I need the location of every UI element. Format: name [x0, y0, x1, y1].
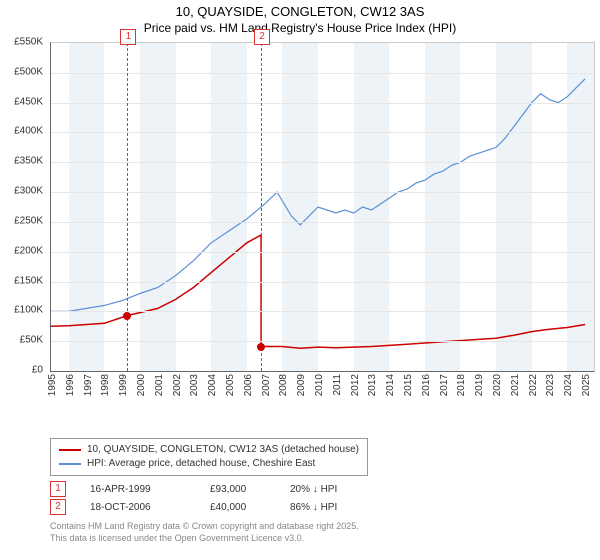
footer: Contains HM Land Registry data © Crown c… — [50, 520, 359, 544]
sale-price: £40,000 — [210, 502, 290, 513]
footer-line: This data is licensed under the Open Gov… — [50, 532, 359, 544]
plot-area: 12 — [50, 42, 595, 372]
sale-marker-box: 1 — [50, 481, 66, 497]
sale-row: 1 16-APR-1999 £93,000 20% ↓ HPI — [50, 480, 390, 498]
footer-line: Contains HM Land Registry data © Crown c… — [50, 520, 359, 532]
chart-subtitle: Price paid vs. HM Land Registry's House … — [0, 21, 600, 35]
legend-item: HPI: Average price, detached house, Ches… — [59, 457, 359, 471]
sale-date: 16-APR-1999 — [90, 484, 210, 495]
chart-area: 12 £0£50K£100K£150K£200K£250K£300K£350K£… — [50, 42, 595, 402]
title-block: 10, QUAYSIDE, CONGLETON, CW12 3AS Price … — [0, 0, 600, 35]
legend-swatch — [59, 449, 81, 451]
sale-hpi-delta: 20% ↓ HPI — [290, 484, 390, 495]
legend-item: 10, QUAYSIDE, CONGLETON, CW12 3AS (detac… — [59, 443, 359, 457]
sale-row: 2 18-OCT-2006 £40,000 86% ↓ HPI — [50, 498, 390, 516]
sale-marker-box: 2 — [50, 499, 66, 515]
line-series — [51, 43, 594, 371]
legend-label: HPI: Average price, detached house, Ches… — [87, 457, 315, 471]
sale-date: 18-OCT-2006 — [90, 502, 210, 513]
legend-swatch — [59, 463, 81, 465]
chart-title: 10, QUAYSIDE, CONGLETON, CW12 3AS — [0, 4, 600, 19]
legend: 10, QUAYSIDE, CONGLETON, CW12 3AS (detac… — [50, 438, 368, 476]
legend-label: 10, QUAYSIDE, CONGLETON, CW12 3AS (detac… — [87, 443, 359, 457]
chart-container: 10, QUAYSIDE, CONGLETON, CW12 3AS Price … — [0, 0, 600, 560]
sale-price: £93,000 — [210, 484, 290, 495]
sale-hpi-delta: 86% ↓ HPI — [290, 502, 390, 513]
sales-table: 1 16-APR-1999 £93,000 20% ↓ HPI 2 18-OCT… — [50, 480, 390, 516]
